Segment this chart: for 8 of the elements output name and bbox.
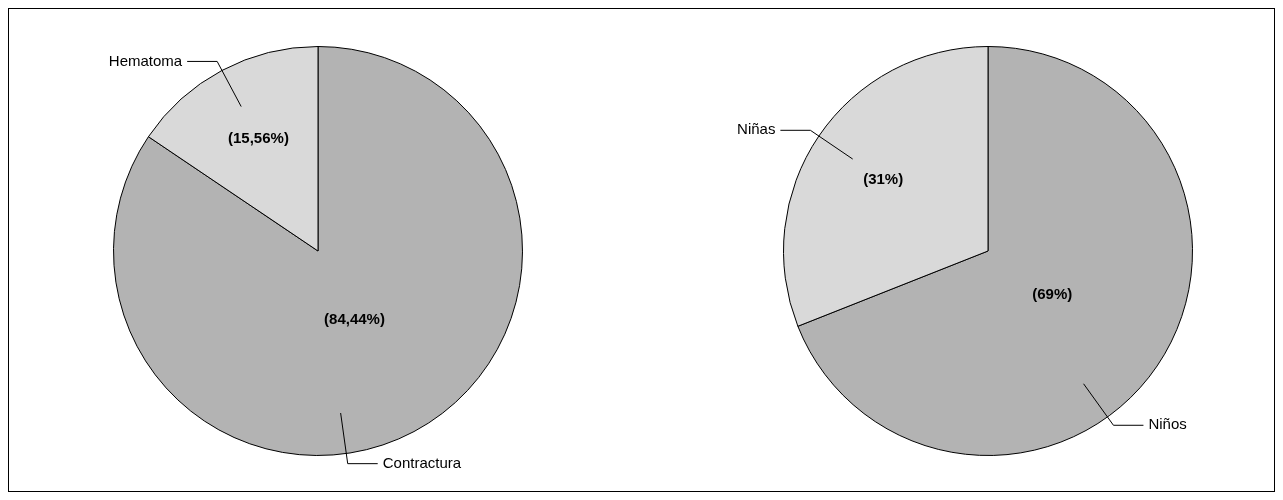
data-label: (84,44%)	[324, 309, 385, 327]
data-label: (69%)	[1032, 284, 1073, 302]
slice-label: Contractura	[382, 453, 462, 471]
slice-label: Hematoma	[108, 51, 183, 69]
slice-label: Niños	[1148, 415, 1187, 433]
slice-label: Niñas	[737, 120, 776, 138]
data-label: (31%)	[863, 169, 904, 187]
data-label: (15,56%)	[228, 129, 289, 147]
